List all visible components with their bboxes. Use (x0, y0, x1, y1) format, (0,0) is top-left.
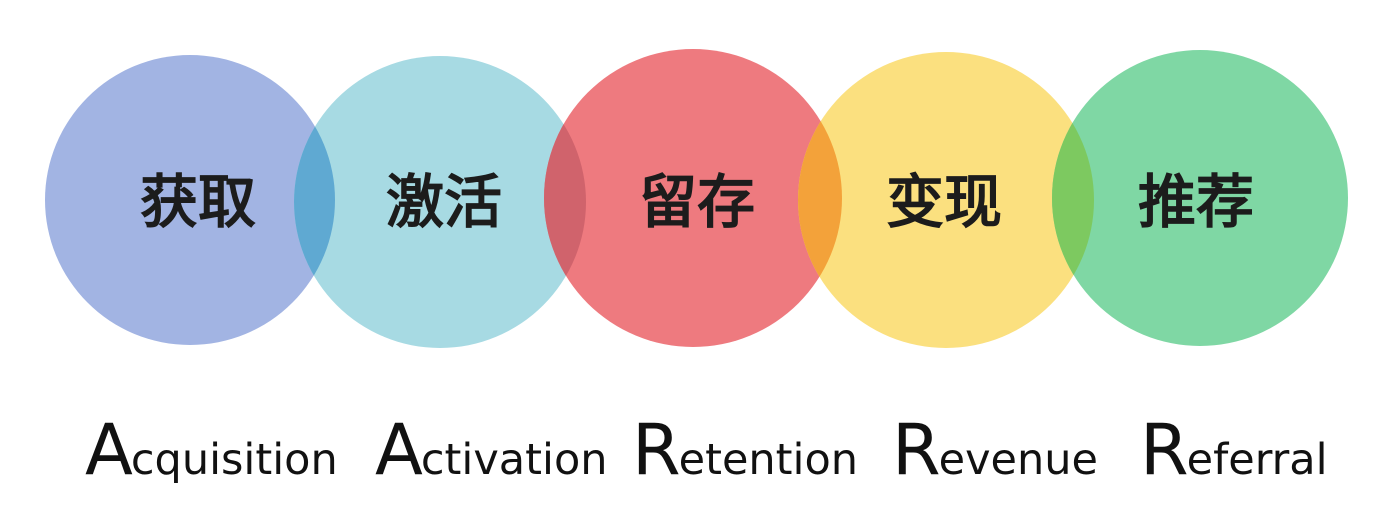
label-referral-zh: 推荐 (1138, 168, 1254, 236)
term-referral: Referral (1140, 405, 1328, 505)
term-retention-rest: etention (678, 435, 859, 485)
term-activation-initial: A (375, 409, 423, 491)
term-referral-initial: R (1140, 409, 1189, 491)
term-retention-initial: R (632, 409, 681, 491)
term-retention: Retention (632, 405, 858, 505)
term-activation-rest: ctivation (420, 435, 608, 485)
circle-revenue (798, 52, 1094, 348)
term-revenue: Revenue (892, 405, 1098, 505)
label-acquisition-zh: 获取 (140, 168, 256, 236)
circle-activation (294, 56, 586, 348)
term-referral-rest: eferral (1186, 435, 1328, 485)
label-retention-zh: 留存 (639, 168, 755, 236)
term-acquisition-rest: cquisition (130, 435, 338, 485)
term-revenue-initial: R (892, 409, 941, 491)
circle-acquisition (45, 55, 335, 345)
circle-referral (1052, 50, 1348, 346)
term-revenue-rest: evenue (938, 435, 1098, 485)
term-acquisition: Acquisition (85, 405, 338, 505)
aarrr-terms: Acquisition Activation Retention Revenue… (0, 405, 1400, 505)
label-revenue-zh: 变现 (886, 168, 1002, 236)
term-acquisition-initial: A (85, 409, 133, 491)
label-activation-zh: 激活 (386, 168, 502, 236)
term-activation: Activation (375, 405, 608, 505)
circle-retention (544, 49, 842, 347)
